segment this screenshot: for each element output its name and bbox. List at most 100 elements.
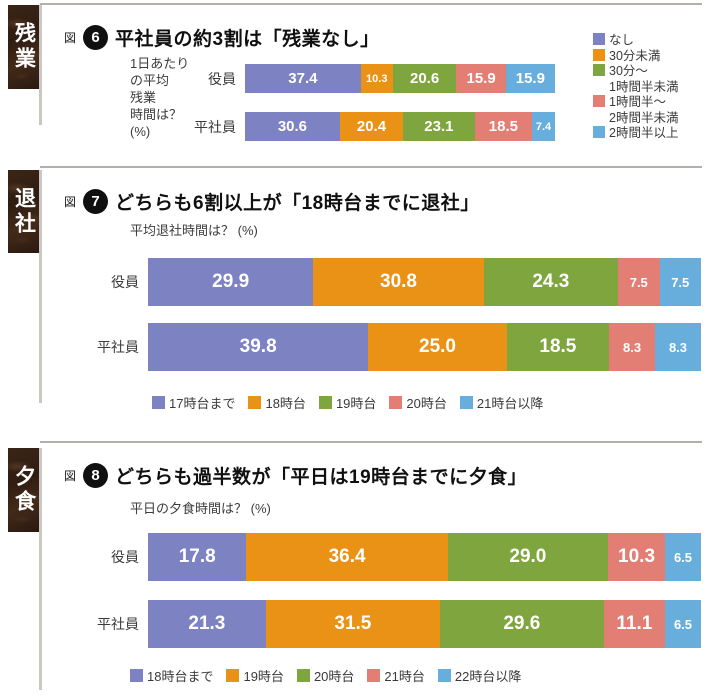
bar-segment: 24.3: [483, 258, 619, 306]
legend-swatch: [593, 48, 605, 61]
legend-item: 20時台: [389, 393, 447, 412]
legend-label: 20時台: [406, 396, 447, 411]
bar-segment: 20.6: [392, 64, 457, 93]
bar-row: 平社員 21.3 31.5 29.6 11.1 6.5: [97, 600, 701, 648]
bar-segment: 18.5: [506, 323, 610, 371]
stacked-bar: 30.6 20.4 23.1 18.5 7.4: [245, 112, 555, 141]
bar-row: 役員 17.8 36.4 29.0 10.3 6.5: [111, 533, 701, 581]
legend-item: 18時台まで: [130, 666, 213, 685]
legend-swatch: [367, 669, 381, 682]
figure-label: 図: [64, 195, 77, 209]
bar-segment: 7.4: [532, 112, 555, 141]
legend-label: 22時台以降: [454, 669, 522, 684]
legend-item: 19時台: [318, 393, 376, 412]
legend-label: なし: [609, 33, 635, 47]
figure-header: 図 7 どちらも6割以上が「18時台までに退社」: [64, 188, 480, 215]
stacked-bar: 17.8 36.4 29.0 10.3 6.5: [148, 533, 701, 581]
legend-swatch: [593, 64, 605, 76]
survey-question: 平均退社時間は？ (%): [130, 222, 258, 239]
chart-section-dinner-time: 夕食 図 8 どちらも過半数が「平日は19時台までに夕食」 平日の夕食時間は？ …: [0, 438, 710, 696]
bar-row-label: 平社員: [97, 339, 139, 355]
legend-swatch: [389, 396, 403, 409]
figure-header: 図 6 平社員の約3割は「残業なし」: [64, 24, 380, 51]
legend-item: 30分〜: [593, 64, 678, 80]
bar-segment: 7.5: [659, 258, 701, 306]
stacked-bar: 39.8 25.0 18.5 8.3 8.3: [148, 323, 701, 371]
survey-question: 1日あたり の平均 残業 時間は？ (%): [130, 55, 189, 140]
figure-number-badge: 7: [83, 189, 109, 214]
bar-segment: 23.1: [403, 112, 475, 141]
legend-swatch: [248, 396, 262, 409]
stacked-bar: 29.9 30.8 24.3 7.5 7.5: [148, 258, 701, 306]
bar-segment: 36.4: [246, 533, 448, 581]
figure-label: 図: [64, 31, 77, 45]
legend-label: 1時間半未満: [609, 79, 679, 94]
bar-chart: 役員 17.8 36.4 29.0 10.3 6.5 平社員 21.3 31.5 29.6 11.1…: [97, 533, 701, 667]
bar-segment: 18.5: [474, 112, 533, 141]
figure-title: どちらも6割以上が「18時台までに退社」: [115, 193, 480, 214]
bar-segment: 6.5: [665, 533, 701, 581]
legend-swatch: [296, 669, 310, 682]
bar-segment: 8.3: [609, 323, 656, 371]
section-divider: [40, 441, 702, 443]
bar-segment: 31.5: [265, 600, 440, 648]
legend-swatch: [437, 669, 451, 682]
legend-item: 19時台: [226, 666, 284, 685]
chart-legend: なし 30分未満 30分〜 1時間半未満 1時間半〜 2時間半未満 2時間半以上: [593, 33, 678, 142]
bar-segment: 20.4: [339, 112, 404, 141]
section-divider: [40, 166, 702, 168]
legend-label: 17時台まで: [169, 396, 236, 411]
section-accent-line: [39, 448, 42, 690]
legend-label: 2時間半未満: [609, 110, 679, 125]
legend-label: 2時間半以上: [609, 126, 679, 140]
bar-segment: 29.6: [439, 600, 604, 648]
bar-segment: 39.8: [148, 323, 369, 371]
legend-label: 18時台まで: [147, 669, 214, 684]
survey-question-line: 平均退社時間は？ (%): [130, 223, 258, 238]
legend-swatch: [226, 669, 240, 682]
legend-swatch: [593, 33, 605, 45]
legend-item: 22時台以降: [437, 666, 522, 685]
legend-swatch: [593, 95, 605, 107]
legend-item: 21時台: [367, 666, 425, 685]
bar-segment: 15.9: [505, 64, 555, 93]
section-tab: 夕食: [8, 448, 39, 532]
survey-question-line: 平日の夕食時間は？ (%): [130, 501, 271, 516]
legend-swatch: [593, 126, 605, 138]
legend-item: 2時間半未満: [593, 111, 678, 127]
bar-segment: 29.0: [447, 533, 609, 581]
bar-row-label: 平社員: [194, 118, 236, 135]
bar-segment: 8.3: [655, 323, 701, 371]
legend-swatch: [318, 396, 332, 409]
bar-segment: 30.6: [245, 112, 340, 141]
survey-question-line: 1日あたり: [130, 56, 190, 71]
bar-segment: 6.5: [665, 600, 701, 648]
legend-item: 21時台以降: [459, 393, 543, 412]
section-accent-line: [39, 170, 42, 403]
survey-question-line: (%): [130, 124, 151, 139]
section-accent-line: [39, 5, 42, 125]
bar-segment: 29.9: [148, 258, 314, 306]
legend-label: 20時台: [313, 669, 355, 684]
figure-title: 平社員の約3割は「残業なし」: [115, 29, 380, 50]
chart-legend: 18時台まで 19時台 20時台 21時台 22時台以降: [130, 666, 521, 685]
legend-swatch: [152, 396, 165, 409]
section-tab: 退社: [8, 170, 39, 253]
legend-item: 2時間半以上: [593, 126, 678, 142]
figure-label: 図: [64, 469, 77, 483]
bar-chart: 役員 29.9 30.8 24.3 7.5 7.5 平社員 39.8 25.0 18.5 8.3 8.…: [97, 258, 701, 388]
bar-row: 平社員 30.6 20.4 23.1 18.5 7.4: [194, 112, 555, 141]
bar-segment: 10.3: [360, 64, 393, 93]
legend-label: 18時台: [265, 396, 306, 411]
legend-label: 21時台: [384, 669, 425, 684]
legend-label: 1時間半〜: [609, 95, 666, 109]
legend-label: 30分未満: [609, 48, 661, 63]
legend-label: 30分〜: [609, 64, 648, 78]
legend-item: 1時間半未満: [593, 80, 678, 96]
figure-header: 図 8 どちらも過半数が「平日は19時台までに夕食」: [64, 462, 527, 489]
legend-item: 1時間半〜: [593, 95, 678, 111]
chart-section-leaving-time: 退社 図 7 どちらも6割以上が「18時台までに退社」 平均退社時間は？ (%)…: [0, 160, 710, 438]
section-divider: [40, 3, 702, 5]
bar-row: 役員 37.4 10.3 20.6 15.9 15.9: [208, 64, 555, 93]
